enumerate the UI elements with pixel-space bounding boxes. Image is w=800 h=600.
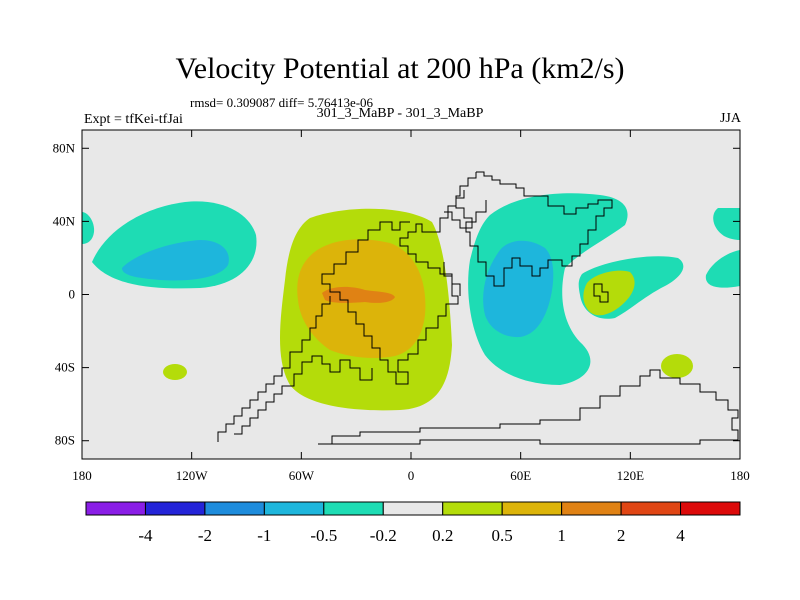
coastline-antarctica	[318, 369, 739, 445]
contour-region-east-negative-south	[705, 250, 740, 288]
y-tick-label: 40N	[53, 213, 76, 228]
coastline-eurasia-africa	[321, 172, 477, 385]
contour-region-australia-positive	[661, 354, 693, 378]
colorbar-label: -2	[198, 526, 212, 545]
contour-fill-layer	[82, 193, 740, 411]
contour-region-negative-0p5	[483, 240, 554, 338]
experiment-label: Expt = tfKei-tfJai	[84, 112, 183, 127]
colorbar-swatch	[323, 501, 384, 516]
x-axis: 180 120W 60W 0 60E 120E 180	[72, 130, 750, 483]
contour-region-positive-patch	[163, 364, 187, 380]
colorbar-label: 0.5	[492, 526, 513, 545]
colorbar-swatch	[501, 501, 563, 516]
stats-label: rmsd= 0.309087 diff= 5.76413e-06	[190, 95, 374, 110]
coastline-southeast-asia	[593, 283, 609, 303]
x-tick-label: 120W	[176, 468, 209, 483]
colorbar-swatch	[263, 501, 325, 516]
colorbar-label: -0.5	[310, 526, 337, 545]
colorbar-swatch	[442, 501, 503, 516]
x-tick-label: 60W	[289, 468, 315, 483]
coastline-south-america	[234, 355, 373, 435]
x-tick-label: 180	[730, 468, 750, 483]
contour-region-pacific-positive-inner	[583, 270, 635, 316]
colorbar-swatch	[382, 501, 444, 516]
y-axis: 80N 40N 0 40S 80S	[53, 140, 740, 448]
coastline-arctic	[444, 190, 473, 229]
colorbar-swatch	[620, 501, 682, 516]
contour-region-west-edge	[82, 212, 95, 244]
contour-region-pacific-negative-0p5	[122, 240, 229, 281]
x-tick-label: 120E	[617, 468, 645, 483]
subtitle: 301_3_MaBP - 301_3_MaBP	[316, 106, 484, 121]
colorbar: -4 -2 -1 -0.5 -0.2 0.2 0.5 1 2 4	[85, 501, 741, 545]
coastline-americas	[217, 296, 331, 442]
colorbar-label: 2	[617, 526, 626, 545]
y-tick-label: 0	[69, 287, 76, 302]
contour-region-east-negative-north	[713, 208, 740, 240]
chart-title: Velocity Potential at 200 hPa (km2/s)	[175, 52, 625, 85]
y-tick-label: 40S	[55, 360, 75, 375]
colorbar-swatch	[204, 501, 265, 516]
colorbar-swatch	[85, 501, 146, 516]
coastline-layer	[217, 171, 739, 445]
colorbar-swatch	[561, 501, 622, 516]
colorbar-label: -0.2	[370, 526, 397, 545]
coastline-asia-east	[465, 171, 613, 287]
y-tick-label: 80N	[53, 140, 76, 155]
season-label: JJA	[719, 111, 741, 126]
colorbar-label: 4	[676, 526, 685, 545]
colorbar-label: -4	[138, 526, 153, 545]
x-tick-label: 180	[72, 468, 92, 483]
x-tick-label: 60E	[510, 468, 531, 483]
colorbar-label: 0.2	[432, 526, 453, 545]
colorbar-swatch	[680, 501, 741, 516]
colorbar-label: 1	[557, 526, 566, 545]
x-tick-label: 0	[408, 468, 415, 483]
colorbar-label: -1	[257, 526, 271, 545]
colorbar-swatch	[144, 501, 206, 516]
coastline-india	[443, 262, 461, 296]
y-tick-label: 80S	[55, 433, 75, 448]
